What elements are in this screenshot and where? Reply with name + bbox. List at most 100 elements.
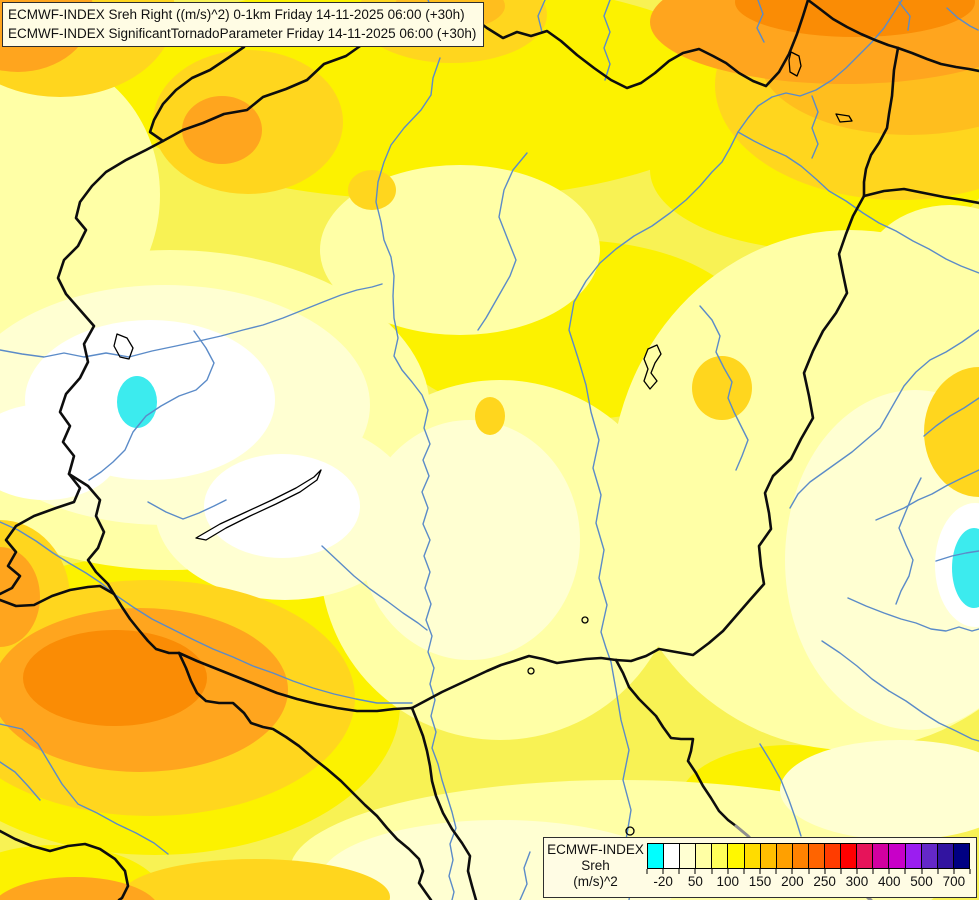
border-serbia-se <box>614 658 738 828</box>
legend-colorbar <box>647 843 970 869</box>
river <box>519 851 531 900</box>
legend-tick-label: 200 <box>781 874 804 889</box>
legend-tick <box>727 869 729 874</box>
legend-tick <box>743 869 745 874</box>
legend-color-cell <box>775 844 792 868</box>
legend-tick <box>678 869 680 874</box>
legend-tick <box>921 869 923 874</box>
river <box>923 397 979 437</box>
legend-tick-labels: -20 50 100 150 200 250 300 400 500 700 <box>647 874 970 890</box>
river <box>875 469 979 521</box>
legend-tick <box>904 869 906 874</box>
field-blob <box>735 0 975 37</box>
border-ukraine-ne <box>806 0 900 50</box>
field-blob <box>320 165 600 335</box>
field-blob <box>348 170 396 210</box>
river <box>603 0 611 81</box>
river <box>88 330 215 481</box>
lake-small <box>581 616 589 624</box>
river <box>537 0 546 33</box>
legend-parameter: Sreh <box>581 858 610 873</box>
field-blob <box>0 547 40 647</box>
legend-color-cell <box>904 844 921 868</box>
legend-ticks <box>646 869 971 874</box>
sreh-minimum-cyan-west <box>117 376 157 428</box>
river <box>935 550 979 562</box>
field-blob <box>120 859 390 900</box>
legend-color-cell <box>727 844 744 868</box>
legend-color-cell <box>856 844 873 868</box>
river <box>699 305 749 471</box>
field-blob <box>475 397 505 435</box>
legend-tick <box>824 869 826 874</box>
field-blob <box>23 630 207 726</box>
legend-color-cell <box>648 844 664 868</box>
river-ipoly <box>477 152 528 331</box>
legend-color-cell <box>791 844 808 868</box>
border-slovenia-knot <box>67 472 116 596</box>
legend-tick <box>646 869 648 874</box>
border-croatia-drava <box>177 651 414 713</box>
legend-tick-label: 500 <box>910 874 933 889</box>
legend-color-cell <box>872 844 889 868</box>
legend-color-cell <box>663 844 680 868</box>
legend-tick-label: 150 <box>748 874 772 889</box>
legend-color-cell <box>743 844 760 868</box>
legend-tick <box>711 869 713 874</box>
lake-small <box>527 667 535 675</box>
river <box>821 640 979 742</box>
border-ua-ro-corner <box>862 46 900 198</box>
river-koros <box>789 329 979 509</box>
legend-color-cell <box>679 844 696 868</box>
legend-color-cell <box>936 844 953 868</box>
river-raba <box>0 283 383 358</box>
river <box>895 477 922 605</box>
legend-tick <box>808 869 809 874</box>
legend-tick-label: 300 <box>845 874 869 889</box>
border-ro-ua-stub <box>862 187 979 205</box>
river-danube <box>375 57 457 900</box>
legend-color-cell <box>840 844 857 868</box>
legend-tick <box>872 869 874 874</box>
field-blob <box>0 877 155 900</box>
river-maros <box>847 597 979 632</box>
field-blob <box>785 390 979 730</box>
legend-color-cell <box>695 844 712 868</box>
border-stub-west <box>0 584 116 608</box>
river-sio <box>321 545 428 631</box>
legend-tick <box>791 869 793 874</box>
border-croatia-inner <box>177 651 433 900</box>
river-szamos <box>737 131 979 274</box>
legend-tick <box>775 869 777 874</box>
river <box>898 1 911 31</box>
sreh-minimum-cyan-east <box>952 528 979 608</box>
river-mura <box>0 521 115 595</box>
sreh-maximum-orange-nw <box>182 96 262 164</box>
lake-tisza <box>643 344 662 390</box>
legend-color-cell <box>824 844 841 868</box>
border-danube-croatia-serbia <box>410 706 478 900</box>
river <box>811 95 819 159</box>
legend-color-cell <box>711 844 728 868</box>
lake-balaton <box>195 469 322 541</box>
lakes <box>113 51 853 836</box>
legend-title: ECMWF-INDEX <box>547 842 644 857</box>
legend-units: (m/s)^2 <box>573 874 618 889</box>
river <box>0 761 41 801</box>
field-blob <box>692 356 752 420</box>
legend-tick-label: 700 <box>942 874 966 889</box>
legend-color-cell <box>888 844 905 868</box>
field-blob <box>780 740 979 840</box>
border-ukraine-east-stub <box>896 46 979 73</box>
field-blob-white-balaton <box>204 454 360 558</box>
river-tisza <box>568 0 903 900</box>
legend-tick <box>840 869 842 874</box>
legend-tick <box>856 869 858 874</box>
field-blob-white-west <box>0 404 120 500</box>
border-slovenia-south <box>112 592 181 655</box>
border-austria-west <box>0 45 246 596</box>
